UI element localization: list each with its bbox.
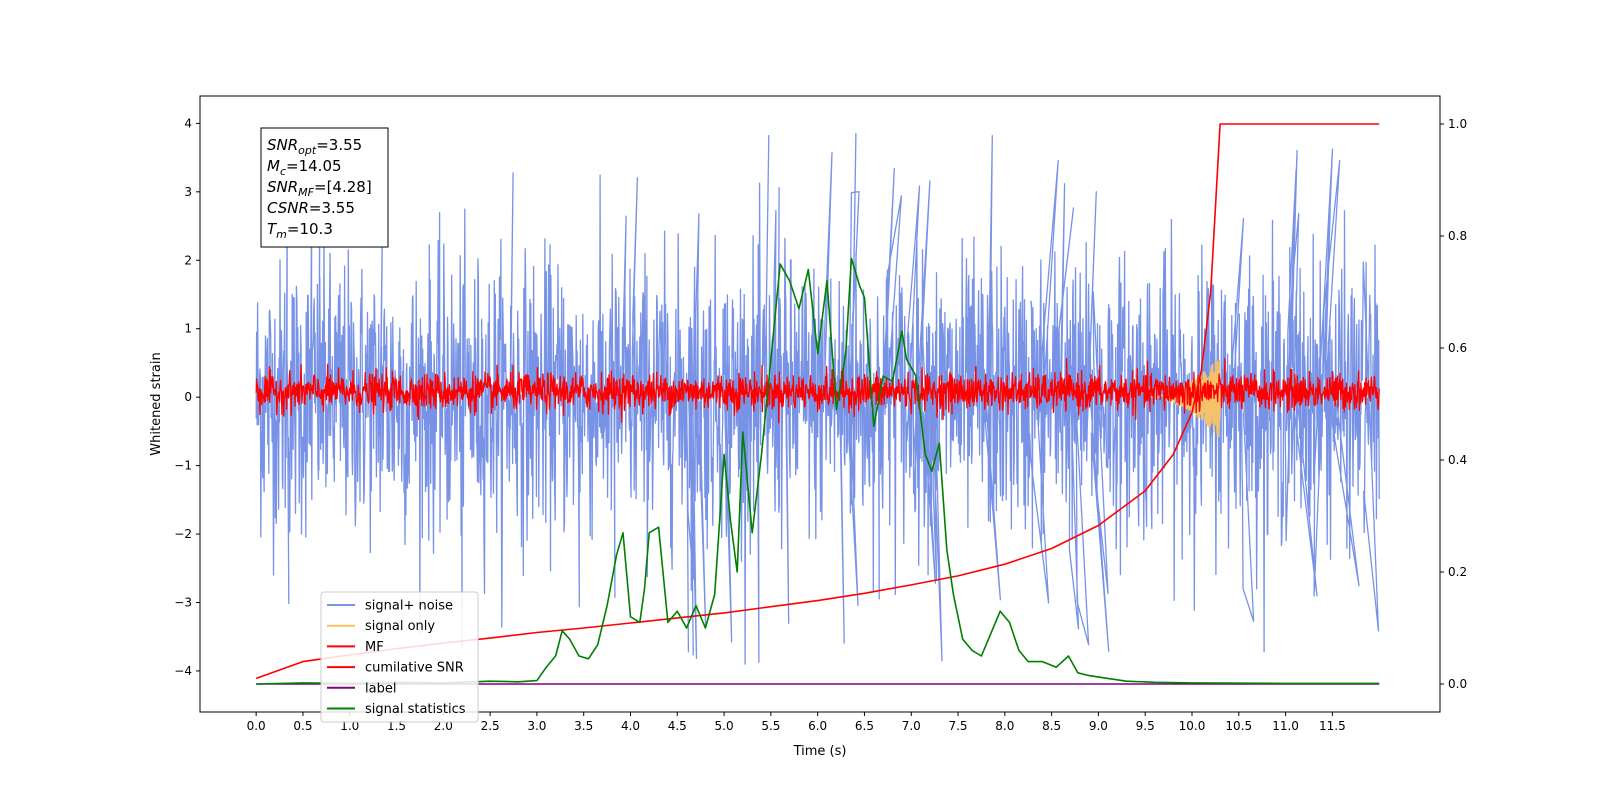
y-tick-label: 1: [184, 322, 192, 336]
axes-frame: [199, 95, 1441, 713]
x-tick-label: 0.0: [247, 719, 266, 733]
y2-tick-label: 0.4: [1448, 453, 1467, 467]
y-tick-label: 4: [184, 116, 192, 130]
legend-label-signal-only: signal only: [365, 619, 435, 634]
y-tick-label: 3: [184, 185, 192, 199]
x-tick-label: 3.0: [527, 719, 546, 733]
y-tick-label: −4: [174, 664, 192, 678]
x-tick-label: 5.5: [761, 719, 780, 733]
info-box: SNRopt=3.55Mc=14.05SNRMF=[4.28]CSNR=3.55…: [260, 127, 389, 248]
x-tick-label: 9.0: [1089, 719, 1108, 733]
y-tick-label: 0: [184, 390, 192, 404]
x-tick-label: 7.0: [902, 719, 921, 733]
legend-label-signal-noise: signal+ noise: [365, 599, 453, 614]
info-box-line: SNRMF=[4.28]: [267, 178, 372, 199]
y-tick-label: −1: [174, 459, 192, 473]
y-tick-label: −2: [174, 527, 192, 541]
x-tick-label: 10.5: [1225, 719, 1252, 733]
mf-line: [255, 357, 1380, 424]
info-box-frame: [260, 127, 389, 248]
legend-label-label: label: [365, 681, 396, 696]
x-tick-label: 7.5: [948, 719, 967, 733]
y2-tick-label: 0.0: [1448, 677, 1467, 691]
x-tick-label: 11.5: [1319, 719, 1346, 733]
x-tick-label: 0.5: [293, 719, 312, 733]
y-axis-label: Whitened strain: [149, 352, 164, 455]
legend-label-signal-statistics: signal statistics: [365, 702, 466, 717]
x-tick-label: 10.0: [1179, 719, 1206, 733]
x-tick-label: 9.5: [1136, 719, 1155, 733]
x-tick-label: 8.0: [995, 719, 1014, 733]
legend-label-cumilative-snr: cumilative SNR: [365, 661, 464, 676]
y2-tick-label: 1.0: [1448, 117, 1467, 131]
x-tick-label: 4.5: [668, 719, 687, 733]
info-box-line: Mc=14.05: [267, 157, 342, 178]
x-tick-label: 11.0: [1272, 719, 1299, 733]
y2-tick-label: 0.6: [1448, 341, 1467, 355]
info-box-line: Tm=10.3: [267, 220, 333, 241]
x-tick-label: 6.5: [855, 719, 874, 733]
y-tick-label: 2: [184, 253, 192, 267]
legend-frame: [320, 591, 479, 723]
legend-label-mf: MF: [365, 640, 384, 655]
x-tick-label: 4.0: [621, 719, 640, 733]
x-tick-label: 8.5: [1042, 719, 1061, 733]
x-tick-label: 3.5: [574, 719, 593, 733]
signal-noise-line: [255, 132, 1380, 665]
x-tick-label: 6.0: [808, 719, 827, 733]
info-box-line: CSNR=3.55: [267, 199, 355, 217]
x-tick-label: 2.5: [481, 719, 500, 733]
x-axis-label: Time (s): [793, 744, 847, 759]
y2-tick-label: 0.8: [1448, 229, 1467, 243]
legend: signal+ noise signal only MF cumilative SNR…: [320, 591, 479, 723]
signal-statistics-line: [256, 257, 1380, 685]
x-tick-label: 5.0: [715, 719, 734, 733]
y2-tick-label: 0.2: [1448, 565, 1467, 579]
y-tick-label: −3: [174, 595, 192, 609]
info-box-line: SNRopt=3.55: [267, 136, 362, 157]
